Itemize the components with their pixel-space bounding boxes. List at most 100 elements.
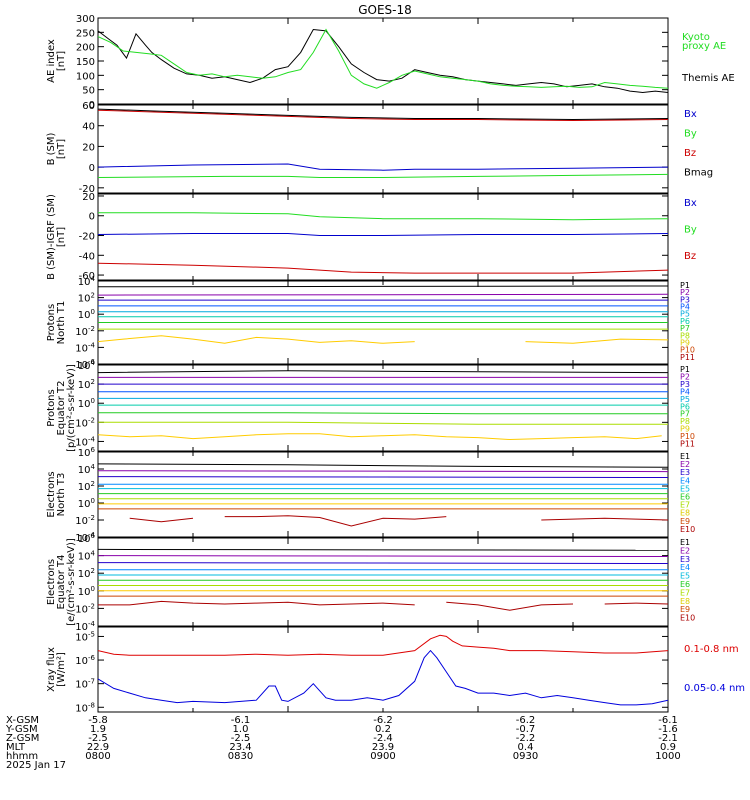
y-tick-label: 40 xyxy=(82,122,95,133)
ephemeris-value: 0.2 xyxy=(375,724,391,735)
legend-entry: Bx xyxy=(684,198,697,209)
y-tick-label: 60 xyxy=(82,101,95,112)
ephemeris-value: -0.7 xyxy=(516,724,536,735)
legend-entry: Themis AE xyxy=(681,73,735,84)
legend-entry: P8 xyxy=(680,331,690,340)
legend-entry: P11 xyxy=(680,353,695,362)
legend-entry: Bmag xyxy=(684,167,713,178)
series-line-bx xyxy=(98,163,668,171)
y-tick-label: 102 xyxy=(78,292,95,305)
ephemeris-value: 0800 xyxy=(85,751,110,762)
legend-entry: P11 xyxy=(680,440,695,449)
y-tick-label: 100 xyxy=(78,308,95,321)
legend-entry: E8 xyxy=(680,509,690,518)
ephemeris-value: -2.5 xyxy=(231,733,251,744)
legend-entry: P4 xyxy=(680,303,690,312)
series-line-p8 xyxy=(98,421,668,425)
ephemeris-row-label: X-GSM xyxy=(6,715,39,726)
ephemeris-value: -2.1 xyxy=(658,733,678,744)
series-line-e10 xyxy=(98,600,668,611)
legend-entry: E2 xyxy=(680,460,690,469)
y-tick-label: 104 xyxy=(78,359,96,372)
legend-entry: P5 xyxy=(680,310,690,319)
y-tick-label: 100 xyxy=(78,397,95,410)
ephemeris-row-label: Y-GSM xyxy=(5,724,38,735)
y-tick-label: 10-7 xyxy=(75,678,95,691)
series-line-e2 xyxy=(98,555,668,557)
y-tick-label: -20 xyxy=(79,184,95,195)
ephemeris-value: 23.4 xyxy=(229,742,251,753)
ephemeris-row-label: MLT xyxy=(6,742,26,753)
y-tick-label: 106 xyxy=(78,446,96,459)
series-line-e10 xyxy=(129,515,668,527)
legend-entry: P6 xyxy=(680,317,690,326)
y-tick-label: -60 xyxy=(79,271,95,282)
series-line-bmag xyxy=(98,108,668,121)
legend: 0.1-0.8 nm 0.05-0.4 nm xyxy=(684,644,745,694)
legend-entry: E2 xyxy=(680,546,690,555)
series-line-e2 xyxy=(98,470,668,473)
y-tick-label: 104 xyxy=(78,275,96,288)
legend-entry: E3 xyxy=(680,468,690,477)
legend-entry: Bz xyxy=(684,251,696,262)
date-label: 2025 Jan 17 xyxy=(6,760,66,771)
y-tick-label: 250 xyxy=(76,28,95,39)
series-line-p1 xyxy=(98,370,668,374)
legend-entry: E10 xyxy=(680,525,695,534)
legend-entry: E7 xyxy=(680,501,690,510)
y-tick-label: 102 xyxy=(78,480,95,493)
series-line-bx xyxy=(98,233,668,236)
panel-bdiff: 20 0 -20 -40 -60 B (SM)-IGRF (SM)[nT] Bx By Bz xyxy=(46,192,697,282)
ephemeris-value: -6.2 xyxy=(516,715,536,726)
legend-entry: P9 xyxy=(680,338,690,347)
legend-entry: P7 xyxy=(680,410,690,419)
y-tick-label: 104 xyxy=(78,550,96,563)
y-axis-label: B (SM)[nT] xyxy=(46,132,67,165)
legend-entry: E6 xyxy=(680,580,690,589)
legend-entry: Bx xyxy=(684,109,697,120)
ephemeris-row-label: Z-GSM xyxy=(6,733,39,744)
legend-entry: By xyxy=(684,224,697,235)
legend-entry: P2 xyxy=(680,372,690,381)
legend-entry: By xyxy=(684,128,697,139)
y-tick-label: -20 xyxy=(79,232,95,243)
y-tick-label: 104 xyxy=(78,463,96,476)
ephemeris-value: -6.1 xyxy=(231,715,251,726)
ephemeris-value: 0830 xyxy=(228,751,253,762)
series-line-p2 xyxy=(98,293,668,296)
series-line-p1 xyxy=(98,285,668,288)
legend-entry: P3 xyxy=(680,295,690,304)
legend: Bx By Bz Bmag xyxy=(684,109,713,178)
y-tick-label: 10-8 xyxy=(75,701,95,714)
legend-entry: E7 xyxy=(680,588,690,597)
y-tick-label: 106 xyxy=(78,532,96,545)
ephemeris-value: 1.9 xyxy=(90,724,106,735)
y-tick-label: 100 xyxy=(78,497,95,510)
legend-entry: P3 xyxy=(680,380,690,389)
y-tick-label: 102 xyxy=(78,378,95,391)
series-line-p9 xyxy=(98,335,668,344)
legend-entry: P1 xyxy=(680,281,690,290)
legend-entry: P1 xyxy=(680,365,690,374)
series-line-0-05-0-4-nm xyxy=(98,649,668,706)
legend-entry: E4 xyxy=(680,476,690,485)
legend-entry: P10 xyxy=(680,432,695,441)
chart-title: GOES-18 xyxy=(358,3,412,17)
ephemeris-value: 0930 xyxy=(513,751,538,762)
legend-entry: P6 xyxy=(680,402,690,411)
ephemeris-row-label: hhmm xyxy=(6,751,38,762)
ephemeris-value: 1000 xyxy=(655,751,680,762)
y-tick-label: 0 xyxy=(89,100,95,111)
series-line-e1 xyxy=(98,463,668,468)
ephemeris-value: -1.6 xyxy=(658,724,678,735)
y-tick-label: 200 xyxy=(76,43,95,54)
ephemeris-value: -2.2 xyxy=(516,733,536,744)
ephemeris-value: 0.9 xyxy=(660,742,676,753)
panel-ae: 0 50 100 150 200 250 300 AE index[nT] Kyotoproxy… xyxy=(46,14,735,111)
